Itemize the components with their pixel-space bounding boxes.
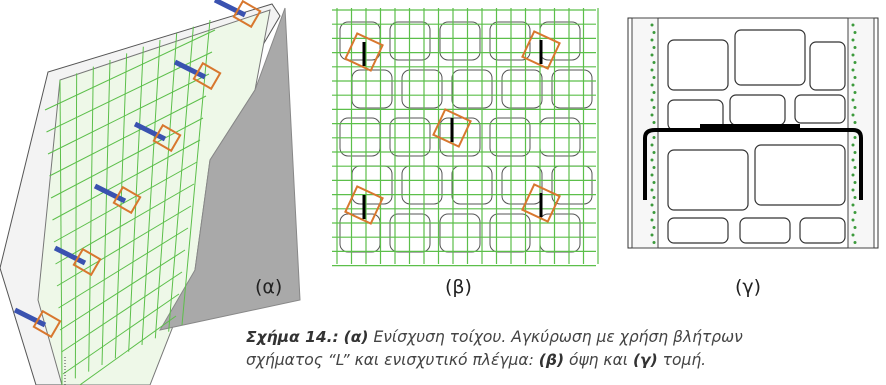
mortar-dot <box>653 181 656 184</box>
caption-line: σχήματος “L” και ενισχυτικό πλέγμα: (β) … <box>246 351 706 369</box>
stone <box>440 214 480 252</box>
mortar-dot <box>852 84 855 87</box>
mortar-dot <box>651 69 654 72</box>
mortar-dot <box>854 61 857 64</box>
panel-label: (β) <box>445 276 472 298</box>
mortar-dot <box>852 144 855 147</box>
mortar-dot <box>651 219 654 222</box>
mortar-dot <box>653 91 656 94</box>
stone <box>440 22 480 60</box>
stone <box>502 70 542 108</box>
stone <box>452 70 492 108</box>
wall-section <box>628 18 878 248</box>
mortar-dot <box>854 181 857 184</box>
mortar-dot <box>854 76 857 79</box>
mortar-dot <box>653 196 656 199</box>
caption-ref: (β) <box>539 351 564 369</box>
stone <box>352 166 392 204</box>
stone <box>452 166 492 204</box>
mortar-dot <box>854 136 857 139</box>
mortar-dot <box>653 31 656 34</box>
mortar-dot <box>852 114 855 117</box>
mortar-dot <box>651 84 654 87</box>
mortar-dot <box>852 189 855 192</box>
stone <box>340 214 380 252</box>
stone <box>352 70 392 108</box>
mortar-dot <box>852 204 855 207</box>
mortar-dot <box>651 54 654 57</box>
mortar-dot <box>852 69 855 72</box>
mortar-dot <box>854 106 857 109</box>
mortar-dot <box>653 166 656 169</box>
mortar-dot <box>852 54 855 57</box>
page: (α) (β) (γ) Σχήμα 14.: (α) Ενίσχυση τοίχ… <box>0 0 886 385</box>
panel-label: (γ) <box>735 276 761 298</box>
mortar-dot <box>651 39 654 42</box>
wall-elevation <box>332 8 598 266</box>
mortar-dot <box>852 219 855 222</box>
mortar-dot <box>651 234 654 237</box>
mortar-dot <box>854 31 857 34</box>
caption-ref: (γ) <box>633 351 658 369</box>
mortar-dot <box>651 159 654 162</box>
mortar-dot <box>651 174 654 177</box>
mortar-dot <box>651 114 654 117</box>
mortar-dot <box>651 189 654 192</box>
stone <box>402 70 442 108</box>
mortar-dot <box>653 226 656 229</box>
mortar-dot <box>651 99 654 102</box>
mortar-dot <box>854 241 857 244</box>
anchor-rod <box>215 0 245 15</box>
mortar-dot <box>854 166 857 169</box>
mortar-dot <box>653 136 656 139</box>
mortar-dot <box>651 204 654 207</box>
mortar-dot <box>854 46 857 49</box>
caption-text: σχήματος “L” και ενισχυτικό πλέγμα: <box>246 351 534 369</box>
mortar-dot <box>852 159 855 162</box>
caption-text: όψη και <box>569 351 628 369</box>
mortar-dot <box>653 46 656 49</box>
mortar-dot <box>651 24 654 27</box>
stone <box>402 166 442 204</box>
mortar-dot <box>854 196 857 199</box>
mortar-dot <box>653 106 656 109</box>
panel-label: (α) <box>255 276 282 298</box>
caption-line: Σχήμα 14.: (α) Ενίσχυση τοίχου. Αγκύρωση… <box>246 328 743 346</box>
mortar-dot <box>653 211 656 214</box>
mortar-dot <box>653 76 656 79</box>
mortar-dot <box>854 211 857 214</box>
mortar-dot <box>653 241 656 244</box>
mortar-dot <box>854 226 857 229</box>
stone <box>552 70 592 108</box>
mortar-dot <box>651 144 654 147</box>
caption-label: Σχήμα 14.: <box>246 328 339 346</box>
section-frame <box>628 18 878 248</box>
stone <box>540 22 580 60</box>
mortar-dot <box>854 151 857 154</box>
caption-text: Ενίσχυση τοίχου. Αγκύρωση με χρήση βλήτρ… <box>373 328 742 346</box>
mortar-dot <box>854 121 857 124</box>
mortar-dot <box>852 99 855 102</box>
mortar-dot <box>653 61 656 64</box>
mortar-dot <box>852 174 855 177</box>
caption-ref: (α) <box>344 328 369 346</box>
mortar-dot <box>653 151 656 154</box>
mortar-dot <box>852 24 855 27</box>
mortar-dot <box>852 39 855 42</box>
mortar-dot <box>854 91 857 94</box>
mortar-dot <box>852 234 855 237</box>
mortar-dot <box>653 121 656 124</box>
caption-text: τομή. <box>663 351 706 369</box>
